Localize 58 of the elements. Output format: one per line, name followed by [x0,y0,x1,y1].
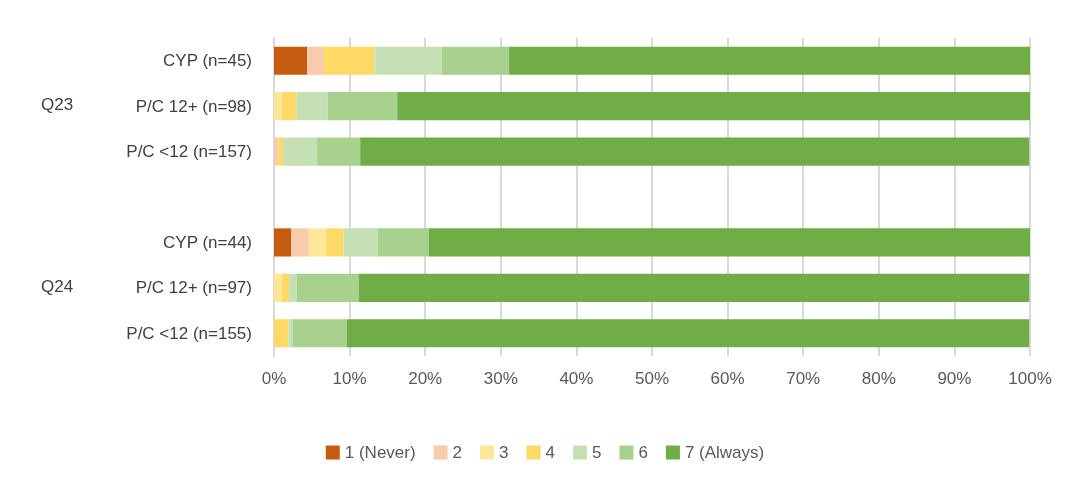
y-tick-label: P/C <12 (n=157) [126,142,252,162]
x-tick-label: 10% [332,369,367,388]
bar [308,228,327,257]
bar [291,228,309,257]
y-tick-label: CYP (n=45) [163,51,252,71]
bar [278,137,284,166]
bar [281,273,290,302]
legend-label: 5 [591,443,602,462]
bar [274,228,292,257]
bar [283,137,318,166]
x-tick-label: 100% [1008,369,1052,388]
legend-label: 1 (Never) [344,443,416,462]
bar [374,46,442,75]
bar [428,228,1030,257]
x-tick-label: 80% [861,369,896,388]
y-tick-label: CYP (n=44) [163,232,252,252]
bar [360,137,1030,166]
bar [307,46,324,75]
bar [327,92,398,121]
bar [288,319,293,348]
legend-label: 3 [499,443,509,462]
bar [343,228,378,257]
x-tick-label: 90% [937,369,972,388]
bar [292,319,347,348]
bar [274,273,282,302]
y-tick-label: P/C 12+ (n=97) [135,278,252,298]
bar [323,46,375,75]
bar [289,273,297,302]
x-tick-label: 70% [786,369,821,388]
bar [274,46,308,75]
legend-label: 6 [638,443,648,462]
bar [377,228,429,257]
x-tick-label: 60% [710,369,745,388]
x-tick-label: 40% [559,369,594,388]
bar [326,228,344,257]
legend-label: 4 [545,443,555,462]
bar [274,319,289,348]
x-tick-label: 20% [408,369,443,388]
x-tick-label: 0% [261,369,287,388]
bar [358,273,1030,302]
bar [346,319,1030,348]
bar [441,46,510,75]
x-tick-label: 30% [483,369,518,388]
legend-label: 7 (Always) [684,443,765,462]
legend-label: 2 [452,443,463,462]
bar [281,92,297,121]
bar [274,92,282,121]
bar [274,137,279,166]
text: Q24 [41,276,74,296]
x-tick-label: 50% [634,369,670,388]
bar [296,92,328,121]
bar [509,46,1030,75]
bar [296,273,359,302]
bar [397,92,1030,121]
text: Q23 [41,95,74,115]
y-tick-label: P/C 12+ (n=98) [135,96,252,116]
bar [317,137,361,166]
y-tick-label: P/C <12 (n=155) [126,323,252,343]
